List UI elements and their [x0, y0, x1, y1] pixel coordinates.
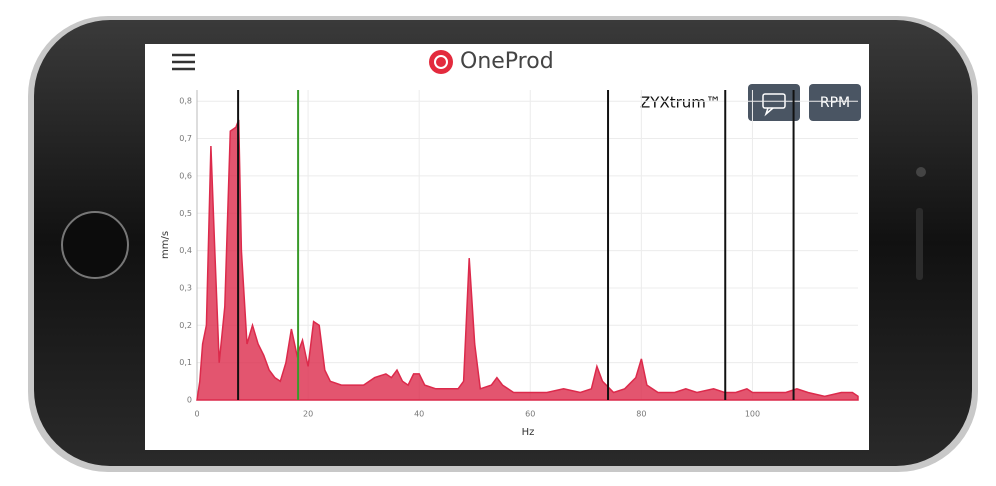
speaker: [916, 208, 923, 280]
menu-button[interactable]: [172, 53, 195, 71]
y-axis-label: mm/s: [160, 231, 171, 259]
camera: [916, 167, 926, 177]
y-tick-label: 0,4: [179, 246, 192, 255]
x-tick-label: 40: [414, 410, 424, 419]
y-tick-label: 0,3: [179, 283, 192, 292]
comment-button[interactable]: [748, 84, 800, 121]
home-button[interactable]: [61, 211, 129, 279]
spectrum-area: [196, 119, 859, 401]
x-tick-label: 80: [636, 410, 646, 419]
x-tick-label: 20: [303, 410, 313, 419]
button-bg: [809, 84, 861, 121]
y-tick-label: 0,1: [179, 358, 192, 367]
x-axis-label: Hz: [522, 427, 535, 438]
brand: OneProd: [460, 49, 554, 74]
y-tick-label: 0: [187, 396, 192, 405]
x-tick-label: 60: [525, 410, 535, 419]
y-tick-label: 0,2: [179, 321, 192, 330]
logo-icon-ring: [434, 55, 448, 69]
y-tick-label: 0,8: [179, 97, 192, 106]
y-tick-label: 0,7: [179, 134, 192, 143]
app-title: ZYXtrum™: [640, 94, 721, 112]
x-tick-label: 0: [194, 410, 199, 419]
rpm-label: RPM: [820, 95, 850, 111]
logo-icon: [429, 50, 453, 74]
rpm-button[interactable]: RPM: [809, 84, 861, 121]
button-bg: [748, 84, 800, 121]
y-tick-label: 0,5: [179, 209, 192, 218]
plot: 0 0,1 0,2 0,3 0,4 0,5 0,6 0,7 0,8 0 20 40 60 80 100: [179, 90, 859, 419]
y-tick-label: 0,6: [179, 171, 192, 180]
x-tick-label: 100: [745, 410, 760, 419]
chat-icon-tail: [764, 107, 774, 117]
